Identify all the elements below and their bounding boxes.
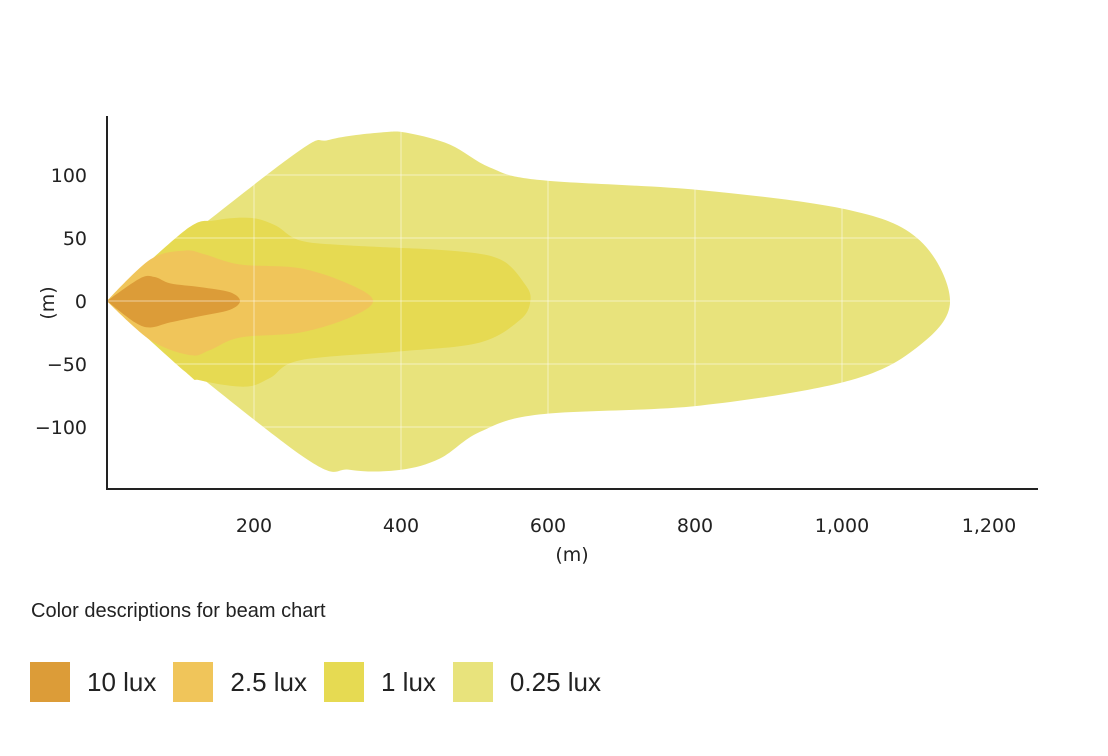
y-axis-label: (m) [37,286,59,319]
legend-swatch [324,662,364,702]
x-tick-label: 600 [530,515,566,537]
y-tick-label: 50 [63,228,87,250]
legend-label: 1 lux [381,666,436,697]
legend-title: Color descriptions for beam chart [31,600,326,622]
y-tick-label: 100 [51,165,87,187]
legend-item: 2.5 lux [173,662,307,702]
beam-areas [107,131,951,472]
y-tick-label: −50 [47,354,87,376]
beam-chart: 200 400 600 800 1,000 1,200 100 50 0 −50 −100 (m)… [35,116,1038,566]
beam-area-2-5-lux [107,250,374,356]
legend-item: 1 lux [324,662,436,702]
legend-swatch [30,662,70,702]
x-tick-label: 800 [677,515,713,537]
legend-swatch [452,662,493,702]
x-tick-label: 200 [236,515,272,537]
y-tick-label: 0 [75,291,87,313]
legend-label: 0.25 lux [509,666,601,697]
x-axis-label: (m) [555,544,588,566]
x-tick-label: 1,200 [962,515,1016,537]
legend-swatch [173,662,214,702]
legend: 10 lux 2.5 lux 1 lux 0.25 lux [30,662,618,702]
legend-label: 2.5 lux [230,666,307,697]
gridlines [108,116,1038,488]
x-tick-label: 400 [383,515,419,537]
beam-area-10-lux [107,275,241,328]
legend-item: 0.25 lux [452,662,601,702]
y-tick-label: −100 [35,417,87,439]
x-tick-label: 1,000 [815,515,869,537]
legend-label: 10 lux [87,666,157,697]
legend-item: 10 lux [30,662,156,702]
